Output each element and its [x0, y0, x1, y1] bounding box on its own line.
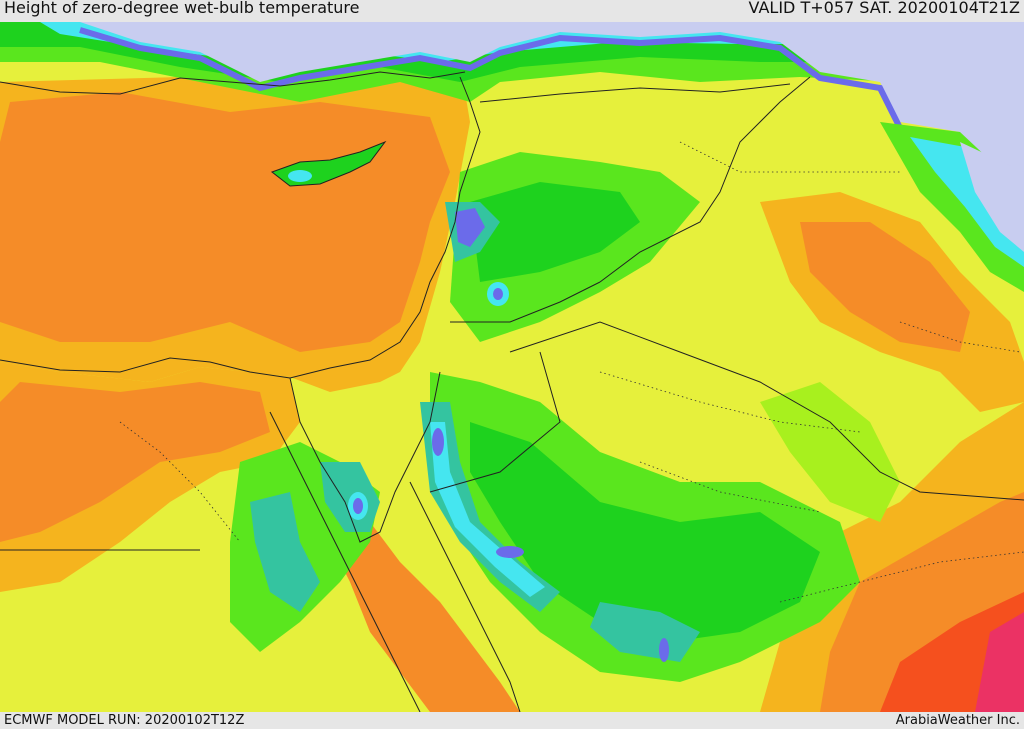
orange-core-iraq: [800, 222, 970, 352]
model-run-label: ECMWF MODEL RUN: 20200102T12Z: [4, 713, 245, 728]
weather-map[interactable]: [0, 22, 1024, 712]
blue-spot-sinai: [353, 498, 363, 514]
border-dotted-5: [779, 551, 1024, 603]
orange-strip-red-sea: [330, 492, 520, 712]
coastline-red-sea-west: [269, 411, 421, 712]
coastline-anatolia: [0, 71, 466, 95]
border-jordan-east: [450, 281, 601, 323]
coastline-red-sea-east: [409, 481, 521, 712]
teal-band-hejaz: [420, 402, 560, 612]
map-borders: [0, 71, 1024, 712]
blue-spot-asir: [659, 638, 669, 662]
cold-region-zagros: [960, 142, 1024, 252]
border-jordan-saudi: [429, 351, 561, 493]
border-dotted-6: [899, 321, 1021, 353]
map-header: Height of zero-degree wet-bulb temperatu…: [0, 0, 1024, 22]
cold-region-anatolia: [80, 22, 1024, 192]
map-footer: ECMWF MODEL RUN: 20200102T12Z ArabiaWeat…: [0, 712, 1024, 729]
border-iraq-syria: [599, 76, 811, 283]
border-iraq-saudi: [509, 321, 1024, 501]
cyan-band-zagros: [910, 137, 1024, 267]
border-syria-turkey: [479, 83, 791, 103]
valid-time: VALID T+057 SAT. 20200104T21Z: [748, 0, 1020, 17]
credit-label: ArabiaWeather Inc.: [895, 713, 1020, 728]
cyan-spot-cyprus: [288, 170, 312, 182]
border-dotted-2: [639, 461, 821, 513]
green-core-arabia: [470, 422, 820, 642]
blue-spot-hejaz-north: [432, 428, 444, 456]
map-title: Height of zero-degree wet-bulb temperatu…: [4, 0, 360, 17]
blue-spot-jordan: [493, 288, 503, 300]
teal-patch-sinai: [250, 492, 320, 612]
blue-patch-lebanon: [455, 208, 485, 247]
blue-spot-hejaz-south: [496, 546, 524, 558]
orange-core-north: [0, 92, 450, 352]
orange-core-egypt: [0, 382, 270, 542]
magenta-region-southeast: [975, 612, 1024, 712]
teal-patch-arabia: [590, 602, 700, 662]
coastline-sinai-gulf: [289, 371, 441, 543]
lime-patch-gulf: [760, 382, 900, 522]
map-provincial-borders: [119, 141, 1024, 603]
green-core-levant: [470, 182, 640, 282]
map-canvas: [0, 22, 1024, 712]
coastline-mediterranean-south: [0, 76, 481, 379]
